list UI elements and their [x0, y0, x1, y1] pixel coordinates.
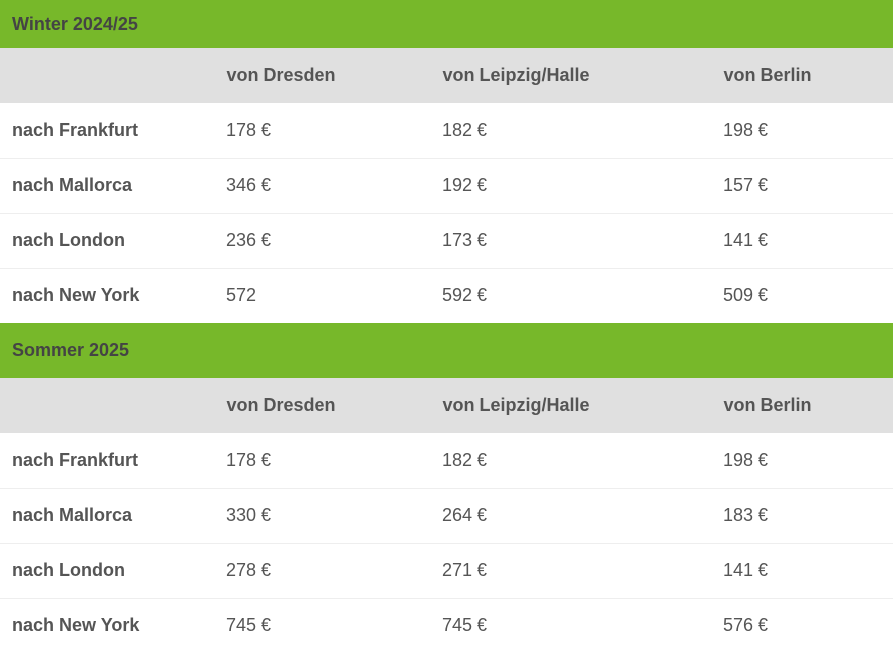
price-cell: 198 €: [723, 449, 769, 470]
price-cell: 141 €: [711, 212, 893, 268]
column-header-berlin: von Berlin: [711, 378, 893, 433]
column-header-dresden: von Dresden: [214, 378, 431, 433]
table-row: nach Frankfurt 178 € 182 € 198 €: [0, 433, 893, 488]
table-row: nach New York 572 592 € 509 €: [0, 267, 893, 323]
price-cell: 178 €: [226, 119, 272, 140]
table-row: nach Mallorca 346 € 192 € 157 €: [0, 157, 893, 213]
price-cell: 198 €: [723, 119, 769, 140]
destination-label: nach Mallorca: [0, 157, 214, 213]
price-cell: 346 €: [214, 157, 430, 213]
column-header-berlin: von Berlin: [711, 48, 893, 103]
price-cell: 264 €: [430, 487, 711, 543]
column-header-leipzig-halle: von Leipzig/Halle: [430, 48, 712, 103]
price-cell: 183 €: [711, 487, 893, 543]
destination-label: nach London: [0, 542, 214, 598]
price-cell: 141 €: [711, 542, 893, 598]
table-row: nach London 278 € 271 € 141 €: [0, 542, 893, 598]
price-cell: 745 €: [430, 597, 711, 653]
price-cell: 182 €: [442, 449, 488, 470]
table-row: nach Frankfurt 178 € 182 € 198 €: [0, 103, 893, 158]
destination-label: nach London: [0, 212, 214, 268]
table-row: nach Mallorca 330 € 264 € 183 €: [0, 487, 893, 543]
price-cell: 572: [214, 267, 430, 323]
price-cell: 178 €: [226, 449, 272, 470]
destination-label: nach Frankfurt: [12, 119, 139, 140]
destination-label: nach New York: [0, 267, 214, 323]
column-header-dresden: von Dresden: [214, 48, 431, 103]
price-cell: 745 €: [214, 597, 430, 653]
season-header-winter: Winter 2024/25: [0, 0, 893, 48]
column-header-row: von Dresden von Leipzig/Halle von Berlin: [0, 48, 893, 103]
column-header-row: von Dresden von Leipzig/Halle von Berlin: [0, 378, 893, 433]
table-row: nach New York 745 € 745 € 576 €: [0, 597, 893, 653]
season-title: Sommer 2025: [0, 323, 893, 378]
season-title: Winter 2024/25: [0, 0, 893, 48]
price-cell: 592 €: [430, 267, 711, 323]
destination-label: nach Mallorca: [0, 487, 214, 543]
price-cell: 271 €: [430, 542, 711, 598]
column-header-empty: [0, 378, 215, 433]
column-header-empty: [0, 48, 215, 103]
price-cell: 192 €: [430, 157, 711, 213]
price-cell: 576 €: [711, 597, 893, 653]
column-header-leipzig-halle: von Leipzig/Halle: [430, 378, 712, 433]
destination-label: nach Frankfurt: [12, 449, 139, 470]
price-cell: 509 €: [711, 267, 893, 323]
price-cell: 182 €: [442, 119, 488, 140]
price-cell: 157 €: [711, 157, 893, 213]
price-cell: 173 €: [430, 212, 711, 268]
table-row: nach London 236 € 173 € 141 €: [0, 212, 893, 268]
price-cell: 278 €: [214, 542, 430, 598]
price-cell: 236 €: [214, 212, 430, 268]
destination-label: nach New York: [0, 597, 214, 653]
season-header-summer: Sommer 2025: [0, 323, 893, 378]
price-cell: 330 €: [214, 487, 430, 543]
